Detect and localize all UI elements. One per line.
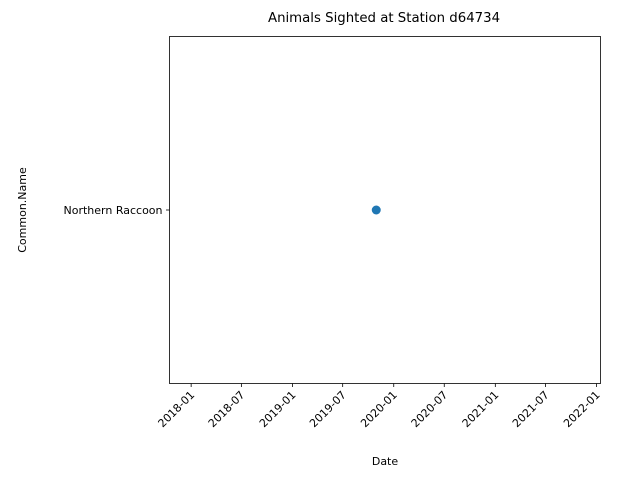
x-tick-label: 2022-01 — [561, 388, 603, 430]
chart-title: Animals Sighted at Station d64734 — [268, 11, 500, 26]
x-tick-label: 2020-01 — [358, 388, 400, 430]
x-tick-label: 2018-01 — [156, 388, 198, 430]
x-tick-label: 2018-07 — [206, 388, 248, 430]
data-points — [371, 205, 381, 215]
x-axis-label: Date — [372, 455, 399, 468]
x-tick-label: 2019-07 — [307, 388, 349, 430]
x-axis-ticks: 2018-01 2018-07 2019-01 2019-07 2020-01 2020-… — [156, 383, 603, 430]
x-tick-label: 2020-07 — [409, 388, 451, 430]
data-point — [371, 205, 381, 215]
x-tick-label: 2021-01 — [460, 388, 502, 430]
x-tick-label: 2021-07 — [510, 388, 552, 430]
x-tick-label: 2019-01 — [257, 388, 299, 430]
y-axis-label: Common.Name — [16, 167, 29, 253]
y-tick-label: Northern Raccoon — [64, 204, 163, 217]
y-axis-ticks: Northern Raccoon — [64, 204, 170, 217]
plot-area — [169, 36, 601, 384]
